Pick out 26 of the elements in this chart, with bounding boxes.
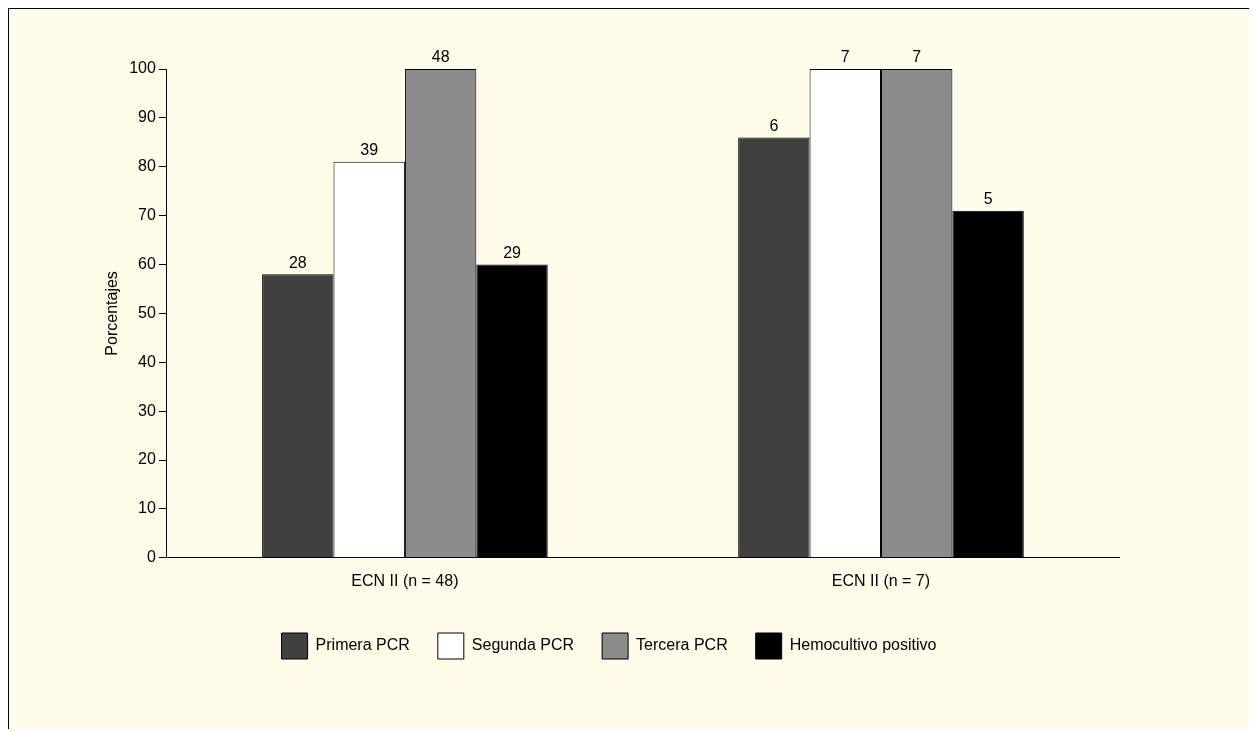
y-axis-title: Porcentajes: [103, 271, 121, 356]
legend-label: Segunda PCR: [471, 636, 575, 654]
annotation: 28: [288, 253, 307, 271]
y-tick-label: 70: [138, 206, 156, 224]
annotation: 5: [983, 190, 993, 208]
y-tick-label: 0: [146, 548, 156, 566]
y-tick-label: 100: [129, 59, 156, 77]
text: 7: [840, 48, 850, 66]
y-tick-label: 60: [138, 254, 156, 272]
legend-label: Primera PCR: [315, 636, 410, 654]
y-tick-label: 10: [138, 499, 156, 517]
annotation: 29: [503, 243, 522, 261]
y-tick-label: 50: [138, 303, 156, 321]
legend-label: Tercera PCR: [636, 636, 728, 654]
text: 48: [431, 48, 450, 66]
y-tick-label: 80: [138, 157, 156, 175]
y-tick-label: 20: [138, 450, 156, 468]
legend-label: Hemocultivo positivo: [789, 636, 937, 654]
x-tick-label: ECN II (n = 7): [831, 571, 931, 589]
x-tick-label: ECN II (n = 48): [351, 571, 459, 589]
text: 7: [912, 48, 922, 66]
y-tick-label: 90: [138, 108, 156, 126]
y-tick-label: 40: [138, 352, 156, 370]
y-tick-label: 30: [138, 401, 156, 419]
annotation: 39: [360, 141, 379, 159]
annotation: 6: [769, 116, 779, 134]
